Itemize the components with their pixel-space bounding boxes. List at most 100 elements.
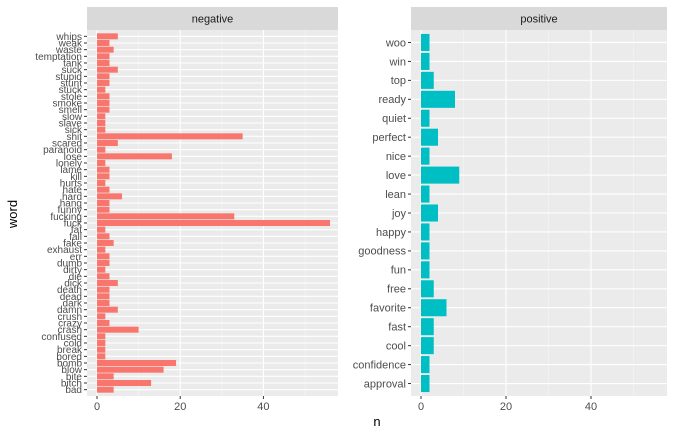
bar-fucking xyxy=(97,213,235,220)
y-tick-label-fake: fake xyxy=(63,239,82,250)
y-tick-label-hurts: hurts xyxy=(60,179,82,190)
x-tick-label: 20 xyxy=(174,401,186,413)
y-tick-label-bad: bad xyxy=(65,385,82,396)
bar-blow xyxy=(97,366,164,373)
y-tick-label-woo: woo xyxy=(385,37,406,49)
bar-love xyxy=(421,166,460,184)
bar-goodness xyxy=(421,242,430,260)
bar-whips xyxy=(97,33,118,40)
facet-panel-positive: positive 0 20 40 approval confidence cool fast f… xyxy=(353,7,667,413)
bar-bitch xyxy=(97,380,152,386)
y-tick-label-joy: joy xyxy=(391,208,407,220)
bar-stole xyxy=(97,93,110,100)
bar-hurts xyxy=(97,180,106,186)
y-tick-label-tank: tank xyxy=(63,59,83,70)
bar-crash xyxy=(97,326,139,333)
y-tick-label-death: death xyxy=(57,285,82,296)
bar-paranoid xyxy=(97,146,106,153)
bar-lose xyxy=(97,153,172,160)
bar-fat xyxy=(97,226,106,233)
bar-stuck xyxy=(97,86,106,93)
y-tick-label-smoke: smoke xyxy=(53,99,83,110)
y-tick-label-bitch: bitch xyxy=(61,379,82,390)
x-tick-label: 0 xyxy=(94,401,100,413)
bar-confused xyxy=(97,333,106,340)
bar-tank xyxy=(97,60,110,66)
y-tick-label-smell: smell xyxy=(59,105,82,116)
x-tick-label: 40 xyxy=(585,401,597,413)
facet-panel-negative: negative 0 20 40 badbitchbiteblowbombboredbr… xyxy=(35,7,338,413)
bar-dirty xyxy=(97,266,106,273)
y-tick-label-hard: hard xyxy=(62,192,82,203)
y-tick-label-dick: dick xyxy=(64,279,83,290)
bar-woo xyxy=(421,33,430,51)
y-axis-title: word xyxy=(5,200,20,229)
bar-exhaust xyxy=(97,246,106,253)
y-tick-label-kill: kill xyxy=(70,172,82,183)
y-tick-label-fat: fat xyxy=(71,225,82,236)
bar-favorite xyxy=(421,299,447,317)
bar-hate xyxy=(97,186,110,193)
bar-fall xyxy=(97,233,110,240)
bar-sick xyxy=(97,126,106,133)
bar-hard xyxy=(97,193,122,200)
bar-waste xyxy=(97,46,114,53)
bar-quiet xyxy=(421,109,430,127)
y-tick-label-blow: blow xyxy=(61,365,82,376)
y-tick-label-love: love xyxy=(386,170,406,182)
y-tick-label-crazy: crazy xyxy=(58,319,82,330)
y-tick-label-top: top xyxy=(391,75,406,87)
bar-slow xyxy=(97,113,106,120)
facet-strip xyxy=(87,7,338,30)
bar-smoke xyxy=(97,100,110,106)
bar-lean xyxy=(421,185,430,203)
bar-dark xyxy=(97,300,110,306)
y-tick-label-weak: weak xyxy=(58,39,83,50)
y-tick-label-sick: sick xyxy=(65,125,83,136)
y-tick-label-dumb: dumb xyxy=(57,259,82,270)
y-tick-label-paranoid: paranoid xyxy=(43,145,82,156)
y-tick-label-stunt: stunt xyxy=(60,79,82,90)
bar-perfect xyxy=(421,128,438,146)
bar-lame xyxy=(97,166,110,173)
bar-damn xyxy=(97,306,118,313)
bar-fake xyxy=(97,240,114,246)
y-tick-label-slave: slave xyxy=(59,119,83,130)
bar-approval xyxy=(421,375,430,393)
y-tick-label-fuck: fuck xyxy=(64,219,83,230)
x-tick-label: 40 xyxy=(257,401,269,413)
x-axis-title: n xyxy=(373,414,380,429)
y-tick-label-err: err xyxy=(70,252,83,263)
y-tick-label-happy: happy xyxy=(376,227,406,239)
y-tick-label-fast: fast xyxy=(388,322,406,334)
y-tick-label-dirty: dirty xyxy=(63,265,82,276)
y-tick-label-temptation: temptation xyxy=(35,52,82,63)
bar-dead xyxy=(97,293,110,300)
bar-suck xyxy=(97,66,118,73)
bar-err xyxy=(97,253,110,260)
y-tick-label-waste: waste xyxy=(55,45,83,56)
y-tick-label-suck: suck xyxy=(61,65,83,76)
y-tick-label-fucking: fucking xyxy=(50,212,82,223)
y-tick-label-fall: fall xyxy=(69,232,82,243)
y-tick-label-stole: stole xyxy=(61,92,83,103)
y-tick-label-favorite: favorite xyxy=(370,303,406,315)
y-tick-label-perfect: perfect xyxy=(372,132,406,144)
bar-free xyxy=(421,280,434,298)
y-tick-label-quiet: quiet xyxy=(382,113,406,125)
y-tick-label-shit: shit xyxy=(66,132,82,143)
bar-crazy xyxy=(97,320,110,326)
y-tick-label-dark: dark xyxy=(63,299,83,310)
plot-background xyxy=(87,30,338,396)
y-tick-label-bomb: bomb xyxy=(57,359,82,370)
bar-weak xyxy=(97,40,110,46)
bar-cold xyxy=(97,340,106,346)
bar-fun xyxy=(421,261,430,279)
bar-joy xyxy=(421,204,438,222)
bar-dumb xyxy=(97,260,110,266)
bar-stunt xyxy=(97,80,110,86)
bar-top xyxy=(421,71,434,89)
bar-stupid xyxy=(97,73,110,80)
bar-slave xyxy=(97,120,106,126)
